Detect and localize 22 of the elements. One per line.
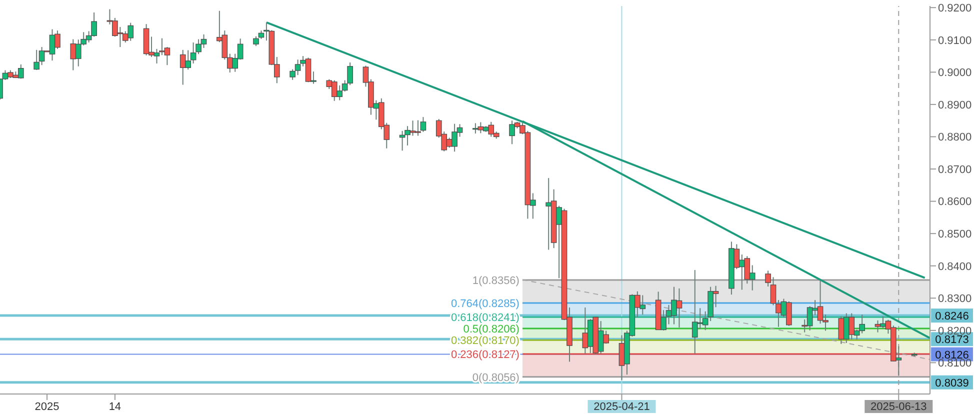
ref-line-label: 0.764(0.8285) [450, 298, 520, 310]
y-tick-label: 0.8800 [938, 132, 972, 144]
y-tick-label: 0.9100 [938, 34, 972, 47]
ref-line-label: 0.8039 [935, 377, 969, 390]
ref-line-label: 0(0.8056) [472, 372, 520, 384]
ref-line-label: 0.5(0.8206) [463, 323, 520, 336]
y-tick-label: 0.9000 [938, 67, 972, 80]
x-tick-label: 2025-06-13 [870, 401, 927, 413]
y-tick-label: 0.8500 [938, 228, 972, 240]
y-tick-label: 0.8400 [938, 260, 972, 273]
x-tick-label: 14 [108, 401, 122, 413]
y-tick-label: 0.8700 [938, 164, 972, 176]
x-tick-label: 2025 [34, 401, 60, 413]
ref-line-label: 0.8246 [935, 310, 969, 323]
ref-line-label: 0.8173 [935, 334, 969, 346]
y-tick-label: 0.9200 [938, 2, 972, 15]
y-tick-label: 0.8100 [938, 358, 972, 370]
y-tick-label: 0.8600 [938, 196, 972, 208]
x-tick-label: 2025-04-21 [594, 401, 650, 413]
y-tick-label: 0.8900 [938, 99, 972, 112]
y-tick-label: 0.8300 [938, 293, 972, 306]
ref-line-label: 1(0.8356) [472, 275, 520, 288]
